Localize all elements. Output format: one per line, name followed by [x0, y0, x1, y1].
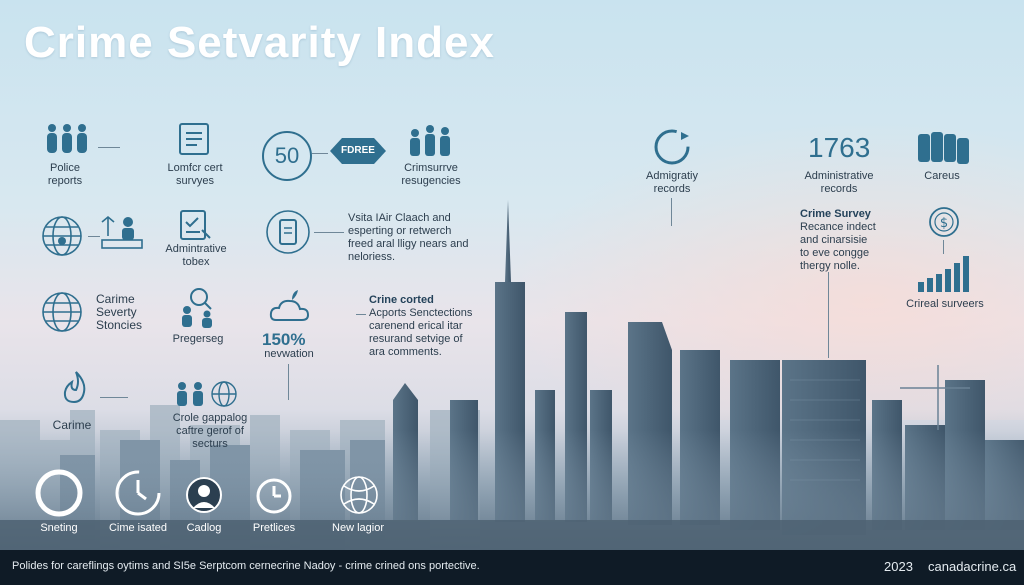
- bottom-label-sneting: Sneting: [40, 522, 78, 534]
- crimsurrve-label: Crimsurrve resugencies: [401, 162, 461, 187]
- connector: [943, 240, 944, 254]
- connector: [88, 236, 100, 237]
- lomfcr-cert-label: Lomfcr cert survyes: [167, 162, 223, 187]
- crime-corted-title: Crine corted: [369, 294, 434, 306]
- cloud-plant-icon: [269, 290, 310, 321]
- connector: [314, 232, 344, 233]
- admintrative-tobex-label: Admintrative tobex: [165, 243, 227, 268]
- police-reports-label: Police reports: [47, 162, 83, 187]
- bottom-label-cime-isated: Cime isated: [108, 522, 168, 534]
- document-icon: [179, 123, 209, 155]
- admigratiy-label: Admigratiy records: [646, 170, 698, 195]
- fdree-badge-label: FDREE: [341, 145, 375, 156]
- bottom-label-new-lagior: New lagior: [332, 522, 384, 534]
- footer-bar: Polides for careflings oytims and SI5e S…: [0, 550, 1024, 585]
- bottom-label-pretlices: Pretlices: [252, 522, 296, 534]
- checklist-icon: [180, 210, 211, 240]
- globe-icon-light: [340, 476, 378, 514]
- svg-text:$: $: [940, 216, 948, 231]
- page-title: Crime Setvarity Index: [24, 18, 495, 67]
- data-barrels-icon: [918, 132, 969, 164]
- officer-icon: [186, 477, 222, 513]
- footer-year: 2023: [884, 559, 913, 574]
- connector: [100, 397, 128, 398]
- crole-gappalog-label: Crole gappalog caftre gerof of secturs: [172, 412, 248, 450]
- footer-site-link[interactable]: canadacrine.ca: [928, 559, 1017, 574]
- people-globe-icon: [177, 381, 237, 407]
- footer-text: Polides for careflings oytims and SI5e S…: [12, 560, 480, 572]
- search-people-icon: [182, 288, 212, 328]
- tablet-icon: [266, 210, 310, 254]
- connector: [288, 364, 289, 400]
- connector: [312, 153, 328, 154]
- administrative-records-label: Administrative records: [804, 170, 874, 195]
- bar-chart-icon: [918, 256, 969, 292]
- refresh-circle-icon: [654, 129, 690, 165]
- stat-circle-50: 50: [262, 131, 312, 181]
- connector: [98, 147, 120, 148]
- desk-worker-icon: [101, 215, 143, 249]
- fire-badge-icon: [63, 371, 86, 404]
- fdree-badge-icon: [330, 138, 386, 164]
- crireal-surveers-label: Crireal surveers: [906, 298, 984, 310]
- connector: [356, 314, 366, 315]
- crime-survey-description: Recance indect and cinarsisie to eve con…: [800, 221, 876, 272]
- stat-150-percent: 150%: [262, 330, 306, 349]
- vsita-description: Vsita IAir Claach and esperting or retwe…: [348, 212, 469, 263]
- careus-label: Careus: [924, 170, 960, 182]
- crime-survey-title: Crime Survey: [800, 208, 871, 220]
- connector: [671, 198, 672, 226]
- timer-icon: [115, 470, 161, 516]
- globe-pin-icon: [42, 216, 82, 256]
- dollar-coin-icon: $: [929, 207, 959, 237]
- people-icon: [47, 124, 87, 153]
- pregerseg-label: Pregerseg: [172, 333, 224, 345]
- bottom-label-cadlog: Cadlog: [186, 522, 222, 534]
- clock-icon: [256, 478, 292, 514]
- ring-icon: [35, 469, 83, 517]
- stat-1763: 1763: [808, 132, 871, 163]
- globe-icon: [42, 292, 82, 332]
- crime-corted-description: Acports Senctections carenend erical ita…: [369, 307, 473, 358]
- connector: [828, 272, 829, 358]
- group-icon: [410, 125, 450, 156]
- nevwation-label: nevwation: [264, 348, 314, 360]
- carime-label: Carime: [52, 418, 92, 432]
- carime-severity-label: Carime Severty Stoncies: [96, 292, 143, 332]
